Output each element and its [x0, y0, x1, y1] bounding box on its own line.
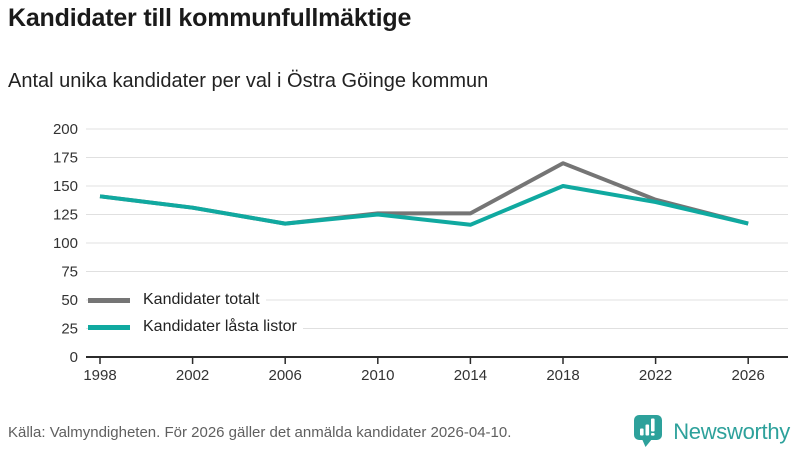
y-tick-label: 75: [61, 264, 78, 281]
brand-name: Newsworthy: [673, 418, 790, 444]
legend-label-locked: Kandidater låsta listor: [143, 318, 297, 335]
source-note: Källa: Valmyndigheten. För 2026 gäller d…: [8, 424, 512, 441]
x-tick-label: 2006: [269, 367, 302, 384]
x-tick-label: 2022: [639, 367, 672, 384]
y-tick-label: 25: [61, 321, 78, 338]
y-tick-label: 150: [53, 178, 78, 195]
y-tick-label: 200: [53, 121, 78, 138]
series-line-1: [99, 184, 749, 227]
y-tick-label: 100: [53, 235, 78, 252]
x-tick-label: 1998: [83, 367, 116, 384]
y-tick-label: 50: [61, 292, 78, 309]
x-tick-label: 2018: [546, 367, 579, 384]
legend-swatch-total: [88, 297, 130, 303]
y-tick-label: 175: [53, 150, 78, 167]
y-tick-label: 125: [53, 207, 78, 224]
line-chart: 0 25 50 75 100 125 150 175 200 1998 2002 2006 2010 20…: [53, 121, 788, 384]
chart-subtitle: Antal unika kandidater per val i Östra G…: [8, 70, 489, 92]
legend-item-locked: Kandidater låsta listor: [88, 318, 303, 336]
x-tick-label: 2002: [176, 367, 209, 384]
chart-title: Kandidater till kommunfullmäktige: [8, 4, 412, 32]
y-tick-label: 0: [70, 349, 78, 366]
legend-swatch-locked: [88, 324, 130, 330]
x-tick-label: 2014: [454, 367, 487, 384]
legend-item-total: Kandidater totalt: [88, 291, 266, 309]
x-tick-label: 2010: [361, 367, 394, 384]
x-tick-label: 2026: [732, 367, 765, 384]
legend-label-total: Kandidater totalt: [143, 291, 260, 308]
newsworthy-icon: [634, 415, 663, 447]
brand-logo: Newsworthy: [633, 414, 790, 449]
